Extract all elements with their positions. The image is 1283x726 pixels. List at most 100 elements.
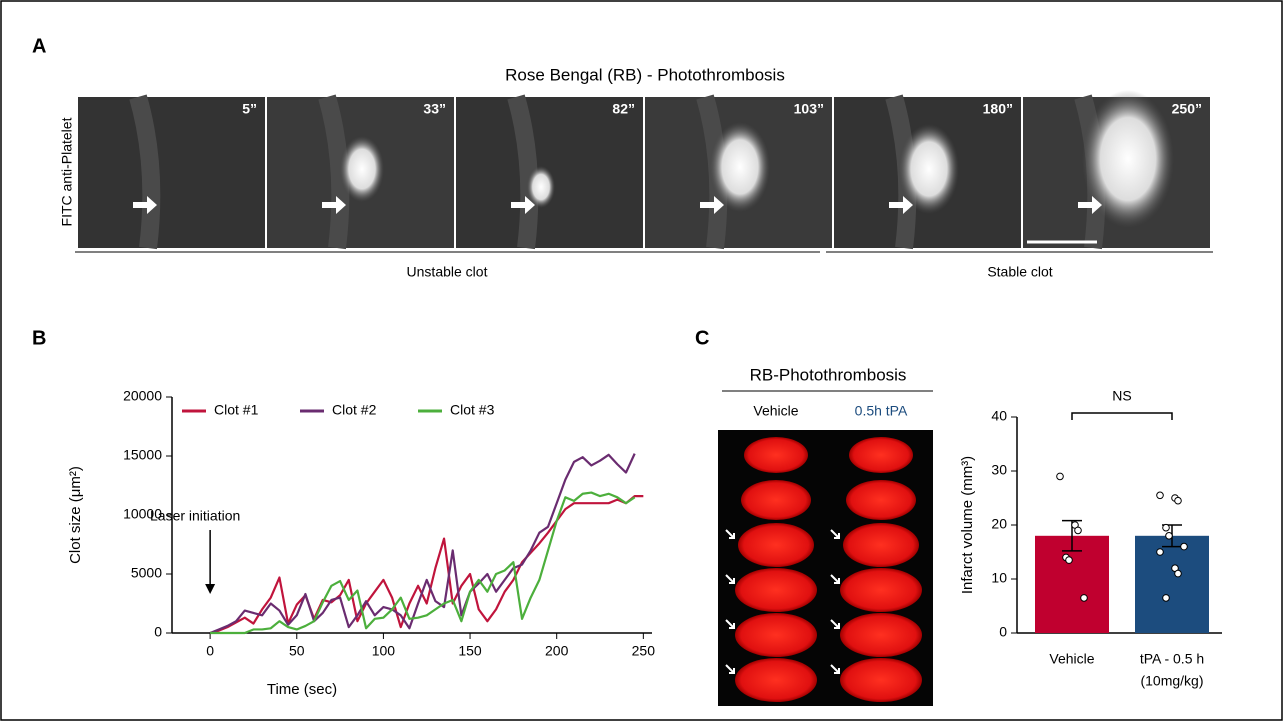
slice [738, 523, 814, 567]
micrograph [78, 97, 265, 248]
data-point [1065, 556, 1073, 564]
data-point [1156, 491, 1164, 500]
x-tick-label: Vehicle [1049, 651, 1094, 667]
data-point [1174, 496, 1182, 505]
panel-label: B [32, 327, 46, 349]
y-axis-label: Clot size (μm²) [67, 466, 84, 564]
frame-label: 250” [1172, 101, 1202, 117]
x-axis-label: Time (sec) [267, 681, 337, 698]
slice [849, 437, 913, 473]
slice [840, 658, 922, 702]
arrow [830, 529, 840, 539]
x-tick-sublabel: (10mg/kg) [1140, 673, 1203, 689]
arrow [322, 196, 346, 214]
data-point [1056, 472, 1064, 481]
arrow [700, 196, 724, 214]
y-tick-label: 0 [999, 624, 1007, 640]
arrow [511, 196, 535, 214]
x-tick-label: 50 [289, 643, 305, 659]
arrow [830, 574, 840, 584]
legend-label: Clot #1 [214, 402, 259, 418]
y-tick-label: 0 [154, 624, 162, 640]
clot [899, 124, 959, 214]
clot [710, 122, 770, 212]
x-tick-label: 0 [206, 643, 214, 659]
slice [735, 613, 817, 657]
clot [527, 166, 555, 208]
arrow [1078, 196, 1102, 214]
bar [1035, 535, 1109, 633]
x-tick-label: 150 [458, 643, 482, 659]
x-tick-label: tPA - 0.5 h [1140, 651, 1204, 667]
legend-label: Clot #3 [450, 402, 495, 418]
group-label: Unstable clot [407, 264, 488, 280]
arrow [889, 196, 913, 214]
x-tick-label: 200 [545, 643, 569, 659]
slice [735, 658, 817, 702]
significance-bracket [1071, 412, 1173, 420]
arrow [725, 574, 735, 584]
y-tick-label: 5000 [131, 565, 162, 581]
annotation: Laser initiation [150, 508, 240, 524]
y-tick-label: 20000 [123, 388, 162, 404]
data-point [1162, 594, 1170, 602]
brain-image [718, 430, 933, 706]
data-point [1165, 532, 1173, 540]
arrow [725, 619, 735, 629]
series-line [210, 491, 636, 635]
panel-label: A [32, 35, 46, 57]
data-point [1074, 526, 1082, 535]
y-tick-label: 15000 [123, 447, 162, 463]
group-label: Stable clot [987, 264, 1052, 280]
y-tick-label: 10 [991, 570, 1007, 586]
image-title: RB-Photothrombosis [750, 365, 907, 384]
y-tick-label: 30 [991, 462, 1007, 478]
vessel [507, 94, 539, 250]
x-tick-label: 100 [372, 643, 396, 659]
arrow [133, 196, 157, 214]
x-tick-label: 250 [632, 643, 656, 659]
column-label: 0.5h tPA [855, 403, 908, 419]
arrow [830, 664, 840, 674]
slice [846, 480, 916, 520]
annotation: NS [1112, 388, 1131, 404]
vessel [318, 94, 350, 250]
panel-label: C [695, 327, 709, 349]
frame-label: 180” [983, 101, 1013, 117]
data-point [1180, 542, 1188, 551]
y-label: FITC anti-Platelet [59, 117, 75, 226]
panel-title: Rose Bengal (RB) - Photothrombosis [505, 65, 785, 84]
clot [1082, 90, 1174, 228]
slice [840, 613, 922, 657]
arrow [725, 664, 735, 674]
series-line [209, 495, 644, 635]
slice [840, 568, 922, 612]
y-tick-label: 40 [991, 408, 1007, 424]
column-label: Vehicle [753, 403, 798, 419]
series-line [209, 453, 636, 635]
data-point [1080, 594, 1088, 602]
slice [741, 480, 811, 520]
annotation-arrowhead [205, 584, 216, 594]
legend-label: Clot #2 [332, 402, 377, 418]
frame-label: 82” [612, 101, 635, 117]
arrow [725, 529, 735, 539]
slice [843, 523, 919, 567]
data-point [1174, 569, 1182, 578]
vessel [129, 94, 161, 250]
frame-label: 103” [794, 101, 824, 117]
slice [735, 568, 817, 612]
arrow [830, 619, 840, 629]
slice [744, 437, 808, 473]
y-axis-label: Infarct volume (mm³) [959, 456, 976, 594]
image-strip: 5” 33” 82” 103” 180” 250” [78, 90, 1210, 250]
frame-label: 33” [423, 101, 446, 117]
data-point [1162, 523, 1170, 532]
data-point [1156, 548, 1164, 556]
y-tick-label: 20 [991, 516, 1007, 532]
y-tick-label: 10000 [123, 506, 162, 522]
bar [1135, 535, 1209, 633]
frame-label: 5” [242, 101, 257, 117]
